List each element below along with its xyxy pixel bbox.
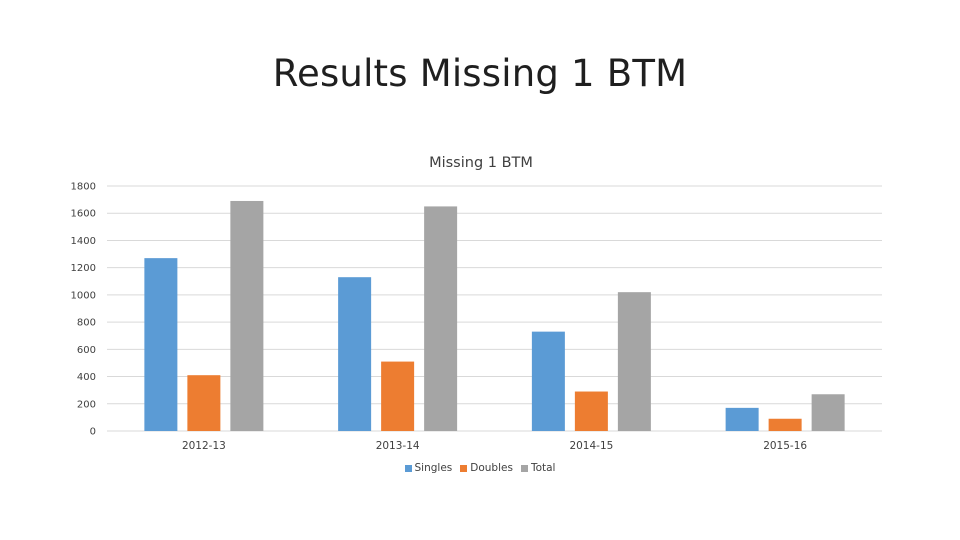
legend-item-singles: Singles — [404, 462, 453, 474]
bar-total-2013-14 — [424, 206, 458, 431]
bar-singles-2014-15 — [531, 331, 565, 431]
bar-doubles-2013-14 — [381, 361, 415, 431]
legend-label: Total — [530, 462, 556, 474]
bar-singles-2013-14 — [338, 277, 372, 431]
y-tick-label: 0 — [90, 427, 96, 438]
legend-swatch — [404, 464, 412, 472]
bar-total-2012-13 — [230, 200, 264, 431]
bar-singles-2012-13 — [144, 258, 178, 431]
bars — [144, 200, 845, 431]
bar-doubles-2015-16 — [768, 418, 802, 431]
y-tick-label: 400 — [77, 372, 96, 383]
x-tick-label: 2012-13 — [182, 440, 226, 452]
y-tick-label: 1600 — [71, 209, 96, 220]
chart-title: Missing 1 BTM — [429, 155, 533, 171]
legend-item-doubles: Doubles — [460, 462, 513, 474]
y-tick-label: 600 — [77, 345, 96, 356]
y-tick-label: 1400 — [71, 236, 96, 247]
x-tick-label: 2014-15 — [569, 440, 613, 452]
legend: Singles Doubles Total — [0, 462, 960, 474]
y-axis-ticks: 0 200 400 600 800 1000 1200 1400 1600 1800 — [71, 182, 96, 438]
legend-label: Doubles — [470, 462, 513, 474]
bar-doubles-2012-13 — [187, 375, 221, 431]
legend-swatch — [520, 464, 528, 472]
y-tick-label: 1800 — [71, 182, 96, 193]
legend-item-total: Total — [520, 462, 556, 474]
gridlines — [107, 185, 882, 432]
bar-doubles-2014-15 — [574, 391, 608, 431]
y-tick-label: 200 — [77, 399, 96, 410]
x-axis-ticks: 2012-13 2013-14 2014-15 2015-16 — [182, 440, 807, 452]
y-tick-label: 1200 — [71, 263, 96, 274]
legend-swatch — [460, 464, 468, 472]
bar-total-2014-15 — [617, 292, 651, 431]
y-tick-label: 800 — [77, 318, 96, 329]
x-tick-label: 2013-14 — [376, 440, 420, 452]
bar-singles-2015-16 — [725, 407, 759, 431]
y-tick-label: 1000 — [71, 290, 96, 301]
slide-title: Results Missing 1 BTM — [272, 52, 688, 95]
x-tick-label: 2015-16 — [763, 440, 807, 452]
legend-label: Singles — [414, 462, 453, 474]
bar-total-2015-16 — [811, 394, 845, 431]
